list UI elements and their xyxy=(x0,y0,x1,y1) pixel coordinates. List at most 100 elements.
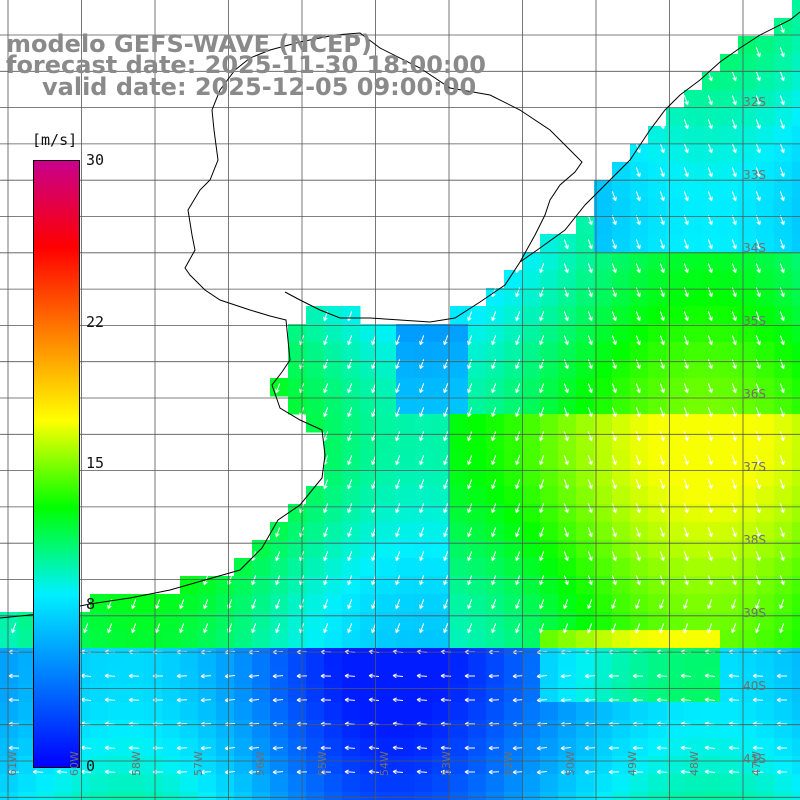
wind-arrow-head xyxy=(759,484,761,489)
field-cell xyxy=(108,738,127,757)
field-cell xyxy=(576,360,595,379)
wind-arrow xyxy=(347,623,353,633)
wind-arrow xyxy=(131,623,137,633)
field-cell xyxy=(486,612,505,631)
wind-arrow-head xyxy=(711,436,713,441)
field-cell xyxy=(594,612,613,631)
wind-arrow-head xyxy=(491,605,496,610)
wind-arrow-head xyxy=(392,649,397,652)
field-cell xyxy=(468,306,487,325)
wind-arrow xyxy=(395,407,401,417)
wind-arrow xyxy=(587,479,593,489)
field-cell xyxy=(630,360,649,379)
field-cell xyxy=(378,612,397,631)
field-cell xyxy=(324,378,343,397)
field-cell xyxy=(378,378,397,397)
wind-arrow-head xyxy=(687,196,689,201)
field-cell xyxy=(216,702,235,721)
wind-arrow-head xyxy=(756,53,761,58)
field-cell xyxy=(486,540,505,559)
wind-arrow-head xyxy=(612,461,617,466)
wind-arrow-head xyxy=(248,697,253,701)
wind-arrow xyxy=(659,311,665,321)
wind-arrow-head xyxy=(567,268,569,273)
wind-arrow-head xyxy=(567,412,569,417)
field-cell xyxy=(756,450,775,469)
wind-arrow-head xyxy=(560,673,565,677)
wind-arrow-head xyxy=(755,629,760,634)
wind-arrow-head xyxy=(632,697,637,701)
field-cell xyxy=(684,666,703,685)
field-cell xyxy=(684,234,703,253)
field-cell xyxy=(702,486,721,505)
field-cell xyxy=(414,360,433,379)
wind-arrow-head xyxy=(639,244,641,249)
field-cell xyxy=(396,486,415,505)
wind-arrow-head xyxy=(591,340,593,345)
wind-arrow-head xyxy=(395,365,400,370)
field-cell xyxy=(0,774,19,793)
wind-arrow-head xyxy=(296,699,301,703)
wind-arrow-head xyxy=(371,581,376,586)
wind-arrow-head xyxy=(395,508,397,513)
wind-arrow-head xyxy=(416,747,421,751)
field-cell xyxy=(774,360,793,379)
wind-arrow-head xyxy=(536,772,541,775)
wind-arrow xyxy=(467,623,473,633)
field-cell xyxy=(756,198,775,217)
wind-arrow-head xyxy=(440,769,445,773)
field-cell xyxy=(360,540,379,559)
wind-arrow xyxy=(539,599,545,609)
wind-arrow-head xyxy=(539,316,541,321)
wind-arrow-head xyxy=(783,316,785,321)
wind-arrow-head xyxy=(275,629,280,634)
wind-arrow-head xyxy=(491,604,493,609)
wind-arrow-head xyxy=(728,673,733,677)
field-cell xyxy=(216,720,235,739)
wind-arrow-head xyxy=(539,628,541,633)
field-cell xyxy=(792,18,800,37)
field-cell xyxy=(720,648,739,667)
wind-arrow xyxy=(347,383,353,393)
wind-arrow-head xyxy=(759,508,761,513)
wind-arrow-head xyxy=(347,484,349,489)
field-cell xyxy=(504,450,523,469)
field-cell xyxy=(504,414,523,433)
wind-arrow xyxy=(467,407,473,417)
wind-arrow-head xyxy=(783,124,785,129)
field-cell xyxy=(198,702,217,721)
field-cell xyxy=(738,288,757,307)
field-cell xyxy=(648,432,667,451)
wind-arrow xyxy=(683,143,689,153)
lat-label: 33S xyxy=(743,168,766,182)
wind-arrow xyxy=(104,699,116,701)
wind-arrow-head xyxy=(683,628,685,633)
wind-arrow xyxy=(635,575,641,585)
field-cell xyxy=(774,396,793,415)
lon-label: 56W xyxy=(254,751,267,776)
wind-arrow-head xyxy=(272,771,277,775)
wind-arrow-head xyxy=(684,581,689,586)
wind-arrow-head xyxy=(756,293,761,298)
field-cell xyxy=(450,576,469,595)
wind-arrow-head xyxy=(588,293,593,298)
wind-arrow-head xyxy=(371,557,376,562)
wind-arrow xyxy=(587,311,593,321)
wind-arrow-head xyxy=(704,673,709,676)
field-cell xyxy=(576,702,595,721)
wind-arrow-head xyxy=(8,649,13,653)
wind-arrow-head xyxy=(371,508,373,513)
wind-arrow-head xyxy=(419,604,421,609)
wind-arrow-head xyxy=(368,649,373,652)
wind-arrow-head xyxy=(684,365,689,370)
wind-arrow-head xyxy=(588,509,593,514)
wind-arrow-head xyxy=(539,364,541,369)
wind-arrow-head xyxy=(680,697,685,701)
wind-arrow xyxy=(752,771,764,773)
field-cell xyxy=(180,666,199,685)
wind-arrow-head xyxy=(708,269,713,274)
wind-arrow xyxy=(683,191,689,201)
field-cell xyxy=(324,360,343,379)
wind-arrow-head xyxy=(639,268,641,273)
colorbar-tick-30: 30 xyxy=(86,151,105,169)
